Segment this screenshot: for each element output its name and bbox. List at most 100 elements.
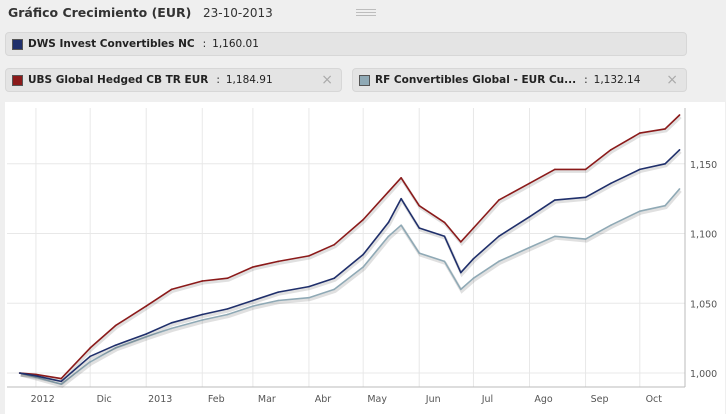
series-point — [400, 176, 402, 179]
chart-title: Gráfico Crecimiento (EUR) — [8, 5, 192, 20]
y-tick-label: 1,050 — [690, 299, 717, 310]
series-point — [60, 380, 63, 383]
legend-separator: : — [584, 74, 588, 86]
series-point — [443, 221, 446, 224]
series-line — [19, 149, 681, 383]
series-point — [252, 305, 254, 307]
close-icon[interactable]: × — [321, 72, 333, 88]
series-point — [584, 238, 587, 240]
x-tick-label: Oct — [646, 394, 663, 405]
series-point — [201, 319, 204, 321]
series-point — [528, 246, 531, 249]
legend-item-ubs[interactable]: UBS Global Hedged CB TR EUR : 1,184.91 × — [5, 68, 342, 92]
legend-separator: : — [202, 38, 207, 50]
series-point — [554, 235, 556, 238]
series-point — [60, 377, 63, 380]
legend-series-value: 1,160.01 — [212, 38, 259, 50]
legend-separator: : — [216, 74, 220, 86]
drag-handle-icon[interactable] — [356, 9, 376, 16]
series-point — [89, 355, 91, 358]
series-point — [252, 266, 254, 268]
series-point — [678, 114, 681, 116]
series-point — [528, 216, 531, 218]
series-point — [201, 313, 204, 316]
series-point — [114, 344, 117, 346]
legend-series-name: UBS Global Hedged CB TR EUR — [28, 74, 209, 86]
y-tick-label: 1,000 — [690, 369, 717, 380]
series-point — [554, 168, 556, 171]
series-line-shadow — [20, 115, 682, 383]
series-point — [400, 224, 402, 226]
x-tick-label: Abr — [315, 394, 332, 405]
series-point — [170, 327, 173, 330]
series-point — [226, 308, 229, 310]
x-tick-label: Dic — [97, 394, 112, 405]
legend-series-name: RF Convertibles Global - EUR Cu... — [375, 74, 577, 86]
series-point — [18, 372, 21, 374]
series-point — [554, 199, 556, 201]
series-point — [639, 132, 641, 134]
series-point — [145, 305, 148, 307]
series-point — [528, 182, 531, 185]
series-point — [460, 271, 462, 274]
series-point — [460, 241, 462, 243]
series-point — [497, 199, 500, 201]
series-line — [19, 188, 681, 386]
series-point — [308, 255, 310, 257]
chart-plot-area: 1,000 1,050 1,100 1,150 2012 Dic 2013 Feb Mar Abr… — [5, 102, 725, 414]
series-point — [418, 252, 421, 254]
series-point — [387, 190, 390, 193]
chart-header: Gráfico Crecimiento (EUR) 23-10-2013 — [0, 0, 726, 28]
series-point — [308, 296, 310, 299]
series-color-swatch — [359, 74, 370, 86]
series-point — [472, 257, 475, 260]
series-point — [201, 280, 204, 282]
close-icon[interactable]: × — [666, 72, 678, 88]
x-tick-label: Jul — [481, 394, 493, 405]
series-point — [418, 204, 421, 207]
series-line — [19, 114, 681, 380]
series-point — [664, 128, 666, 130]
series-point — [145, 333, 148, 335]
series-point — [333, 288, 336, 291]
legend-item-dws[interactable]: DWS Invest Convertibles NC : 1,160.01 — [5, 32, 687, 56]
series-point — [35, 375, 37, 377]
chart-date: 23-10-2013 — [203, 6, 273, 20]
line-chart: 1,000 1,050 1,100 1,150 2012 Dic 2013 Feb Mar Abr… — [7, 108, 717, 405]
series-point — [60, 383, 63, 386]
series-point — [387, 235, 390, 238]
series-point — [170, 288, 173, 291]
x-tick-label: Mar — [258, 394, 276, 405]
series-point — [639, 168, 641, 171]
x-tick-label: Sep — [591, 394, 609, 405]
legend-item-rf[interactable]: RF Convertibles Global - EUR Cu... : 1,1… — [352, 68, 687, 92]
series-point — [114, 324, 117, 327]
series-point — [277, 260, 280, 263]
series-point — [443, 235, 446, 238]
series-point — [664, 163, 666, 165]
series-point — [472, 227, 475, 229]
series-point — [678, 149, 681, 151]
legend-series-value: 1,132.14 — [593, 74, 641, 86]
series-point — [443, 260, 446, 263]
series-point — [277, 299, 280, 302]
y-tick-label: 1,150 — [690, 160, 717, 171]
series-line-shadow — [20, 150, 682, 386]
series-point — [664, 204, 666, 207]
series-color-swatch — [12, 74, 23, 86]
series-point — [308, 285, 310, 288]
y-tick-label: 1,100 — [690, 230, 717, 241]
legend-series-value: 1,184.91 — [225, 74, 273, 86]
series-point — [472, 277, 475, 279]
series-point — [277, 291, 280, 293]
series-point — [252, 299, 254, 302]
series-point — [678, 188, 681, 190]
series-point — [170, 322, 173, 324]
series-point — [584, 168, 587, 171]
series-point — [460, 288, 462, 291]
series-point — [639, 210, 641, 213]
series-point — [226, 277, 229, 279]
series-point — [584, 196, 587, 199]
series-point — [362, 266, 364, 268]
series-point — [497, 235, 500, 238]
